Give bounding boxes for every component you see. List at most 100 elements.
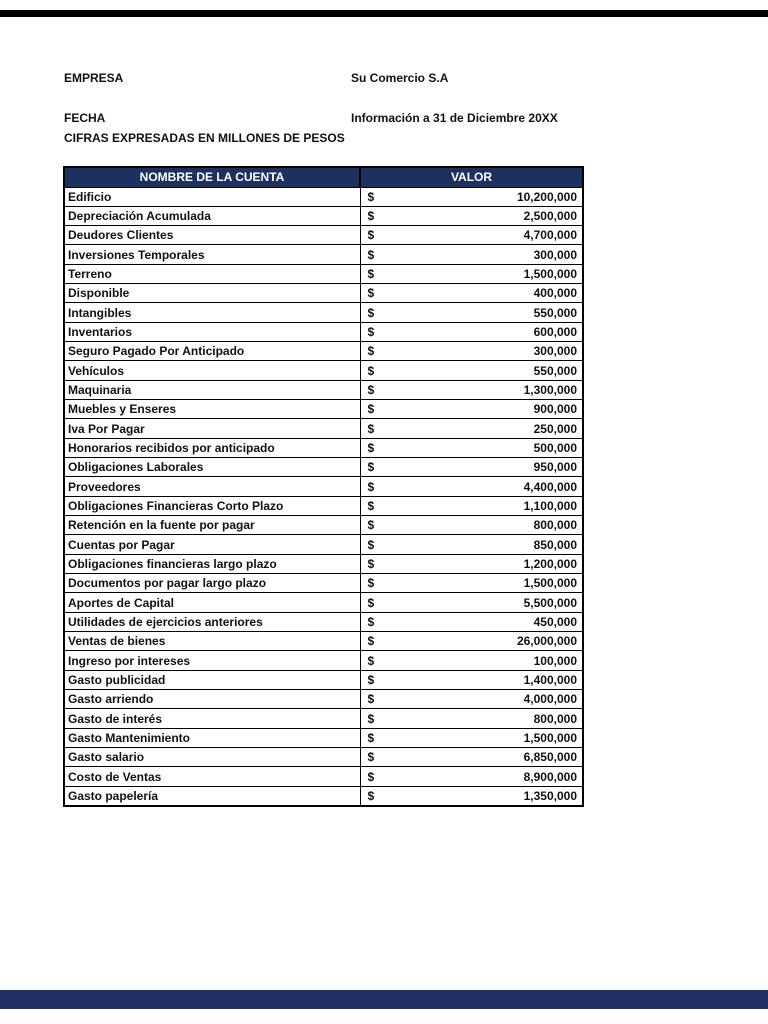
account-value: 550,000: [533, 363, 577, 378]
account-value-cell: $ 600,000: [359, 321, 584, 343]
table-row: Cuentas por Pagar $ 850,000: [63, 534, 584, 555]
table-row: Deudores Clientes $ 4,700,000: [63, 225, 584, 246]
account-name-cell: Inversiones Temporales: [63, 244, 361, 265]
account-value: 850,000: [533, 537, 577, 552]
account-value: 800,000: [533, 518, 577, 533]
account-name-cell: Inventarios: [63, 321, 361, 343]
currency-symbol: $: [367, 730, 375, 745]
account-value-cell: $ 100,000: [359, 650, 584, 671]
date-label: FECHA: [64, 111, 106, 125]
currency-symbol: $: [367, 247, 375, 262]
currency-symbol: $: [367, 421, 375, 436]
column-header-account-name: NOMBRE DE LA CUENTA: [63, 166, 361, 188]
account-value: 1,500,000: [523, 730, 577, 745]
company-field: EMPRESA Su Comercio S.A: [64, 71, 704, 85]
account-name-cell: Ventas de bienes: [63, 631, 361, 652]
account-name-cell: Obligaciones Financieras Corto Plazo: [63, 495, 361, 517]
account-value-cell: $ 1,200,000: [359, 553, 584, 575]
account-value-cell: $ 1,350,000: [359, 785, 584, 807]
currency-symbol: $: [367, 556, 375, 571]
account-value-cell: $ 800,000: [359, 708, 584, 729]
table-row: Inversiones Temporales $ 300,000: [63, 244, 584, 265]
table-row: Obligaciones Financieras Corto Plazo $ 1…: [63, 495, 584, 517]
account-value-cell: $ 450,000: [359, 611, 584, 633]
account-value: 450,000: [533, 614, 577, 629]
account-name-cell: Retención en la fuente por pagar: [63, 515, 361, 536]
account-name-cell: Intangibles: [63, 302, 361, 323]
account-value: 1,100,000: [523, 498, 577, 513]
date-field: FECHA Información a 31 de Diciembre 20XX: [64, 111, 704, 125]
account-value-cell: $ 900,000: [359, 399, 584, 420]
currency-symbol: $: [367, 344, 375, 359]
account-name-cell: Maquinaria: [63, 379, 361, 401]
currency-symbol: $: [367, 460, 375, 475]
account-value: 5,500,000: [523, 595, 577, 610]
currency-symbol: $: [367, 595, 375, 610]
table-row: Gasto salario $ 6,850,000: [63, 747, 584, 768]
account-name-cell: Utilidades de ejercicios anteriores: [63, 611, 361, 633]
account-value: 100,000: [533, 653, 577, 668]
table-row: Aportes de Capital $ 5,500,000: [63, 592, 584, 613]
account-value-cell: $ 500,000: [359, 437, 584, 459]
account-value: 300,000: [533, 344, 577, 359]
account-value-cell: $ 1,500,000: [359, 573, 584, 594]
table-row: Obligaciones Laborales $ 950,000: [63, 457, 584, 478]
account-name-cell: Gasto publicidad: [63, 669, 361, 691]
account-name-cell: Gasto de interés: [63, 708, 361, 729]
company-label: EMPRESA: [64, 71, 124, 85]
currency-symbol: $: [367, 711, 375, 726]
table-row: Honorarios recibidos por anticipado $ 50…: [63, 437, 584, 459]
account-value-cell: $ 1,400,000: [359, 669, 584, 691]
account-value: 1,200,000: [523, 556, 577, 571]
account-value: 300,000: [533, 247, 577, 262]
table-row: Seguro Pagado Por Anticipado $ 300,000: [63, 341, 584, 362]
account-name-cell: Obligaciones Laborales: [63, 457, 361, 478]
account-name-cell: Depreciación Acumulada: [63, 205, 361, 227]
account-value-cell: $ 1,300,000: [359, 379, 584, 401]
account-value: 800,000: [533, 711, 577, 726]
column-header-value: VALOR: [359, 166, 584, 188]
account-value-cell: $ 1,500,000: [359, 263, 584, 285]
account-value-cell: $ 4,400,000: [359, 476, 584, 497]
account-name-cell: Vehículos: [63, 360, 361, 381]
account-value-cell: $ 550,000: [359, 302, 584, 323]
currency-symbol: $: [367, 769, 375, 784]
account-name-cell: Proveedores: [63, 476, 361, 497]
currency-symbol: $: [367, 576, 375, 591]
table-header-row: NOMBRE DE LA CUENTA VALOR: [63, 166, 584, 188]
table-row: Intangibles $ 550,000: [63, 302, 584, 323]
currency-symbol: $: [367, 518, 375, 533]
table-row: Terreno $ 1,500,000: [63, 263, 584, 285]
account-value-cell: $ 10,200,000: [359, 186, 584, 207]
currency-symbol: $: [367, 324, 375, 339]
table-row: Gasto publicidad $ 1,400,000: [63, 669, 584, 691]
currency-symbol: $: [367, 634, 375, 649]
account-value: 500,000: [533, 440, 577, 455]
account-value-cell: $ 8,900,000: [359, 766, 584, 787]
account-name-cell: Gasto Mantenimiento: [63, 727, 361, 749]
currency-symbol: $: [367, 750, 375, 765]
currency-symbol: $: [367, 382, 375, 397]
currency-symbol: $: [367, 266, 375, 281]
account-name-cell: Aportes de Capital: [63, 592, 361, 613]
currency-symbol: $: [367, 653, 375, 668]
table-row: Disponible $ 400,000: [63, 283, 584, 304]
currency-symbol: $: [367, 363, 375, 378]
account-value-cell: $ 26,000,000: [359, 631, 584, 652]
table-row: Gasto Mantenimiento $ 1,500,000: [63, 727, 584, 749]
account-name-cell: Disponible: [63, 283, 361, 304]
account-value: 6,850,000: [523, 750, 577, 765]
account-name-cell: Ingreso por intereses: [63, 650, 361, 671]
date-value: Información a 31 de Diciembre 20XX: [351, 111, 558, 125]
table-row: Vehículos $ 550,000: [63, 360, 584, 381]
account-value-cell: $ 300,000: [359, 244, 584, 265]
account-value-cell: $ 1,100,000: [359, 495, 584, 517]
currency-symbol: $: [367, 788, 375, 803]
account-value: 1,400,000: [523, 672, 577, 687]
table-row: Gasto de interés $ 800,000: [63, 708, 584, 729]
currency-symbol: $: [367, 479, 375, 494]
account-name-cell: Cuentas por Pagar: [63, 534, 361, 555]
account-value: 1,300,000: [523, 382, 577, 397]
account-value: 1,500,000: [523, 576, 577, 591]
table-row: Utilidades de ejercicios anteriores $ 45…: [63, 611, 584, 633]
